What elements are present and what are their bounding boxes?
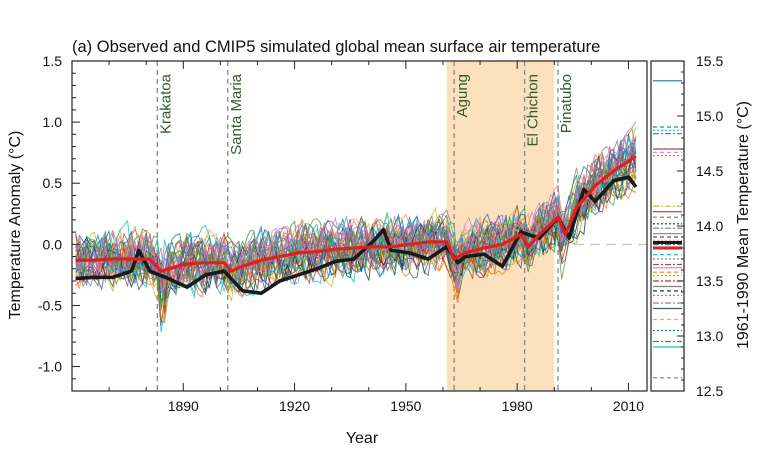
- y2-tick-label: 13.5: [696, 273, 723, 289]
- y-tick-label: 0.0: [43, 236, 63, 252]
- plot-frame: [71, 60, 648, 392]
- y2-axis-label: 1961-1990 Mean Temperature (°C): [735, 101, 752, 349]
- y-tick-label: -0.5: [38, 297, 62, 313]
- side-panel-lines: [653, 80, 682, 379]
- y-tick-label: 1.5: [43, 53, 63, 69]
- y-tick-label: -1.0: [38, 359, 62, 375]
- volcano-label: Agung: [454, 74, 471, 117]
- model-mean-line: [75, 154, 637, 273]
- volcano-label: El Chichon: [525, 74, 542, 147]
- y2-tick-label: 14.0: [696, 218, 723, 234]
- ensemble-member-line: [75, 128, 637, 310]
- y-tick-label: 1.0: [43, 114, 63, 130]
- ensemble-member-line: [75, 138, 637, 306]
- volcano-label: Pinatubo: [558, 74, 575, 133]
- x-tick-label: 1890: [168, 398, 199, 414]
- y-axis-label: Temperature Anomaly (°C): [7, 131, 24, 320]
- y-tick-label: 0.5: [43, 175, 63, 191]
- x-tick-label: 1980: [502, 398, 533, 414]
- x-tick-label: 2010: [613, 398, 644, 414]
- y-axis: -1.0 -0.5 0.0 0.5 1.0 1.5: [38, 53, 80, 380]
- y2-tick-label: 14.5: [696, 163, 723, 179]
- y2-tick-label: 15.0: [696, 108, 723, 124]
- main-series: [75, 154, 638, 295]
- y2-tick-label: 12.5: [696, 383, 723, 399]
- x-tick-label: 1920: [279, 398, 310, 414]
- x-tick-label: 1950: [390, 398, 421, 414]
- y2-tick-label: 13.0: [696, 328, 723, 344]
- y2-tick-label: 15.5: [696, 53, 723, 69]
- volcano-label: Krakatoa: [157, 73, 174, 134]
- volcano-labels: Krakatoa Santa Maria Agung El Chichon Pinatu…: [157, 73, 575, 155]
- x-axis: 1890 1920 1950 1980 2010: [108, 61, 644, 414]
- y2-axis: 12.5 13.0 13.5 14.0 14.5 15.0 15.5: [677, 53, 723, 399]
- chart-title: (a) Observed and CMIP5 simulated global …: [72, 38, 600, 56]
- x-axis-label: Year: [346, 430, 379, 447]
- volcano-label: Santa Maria: [228, 73, 245, 155]
